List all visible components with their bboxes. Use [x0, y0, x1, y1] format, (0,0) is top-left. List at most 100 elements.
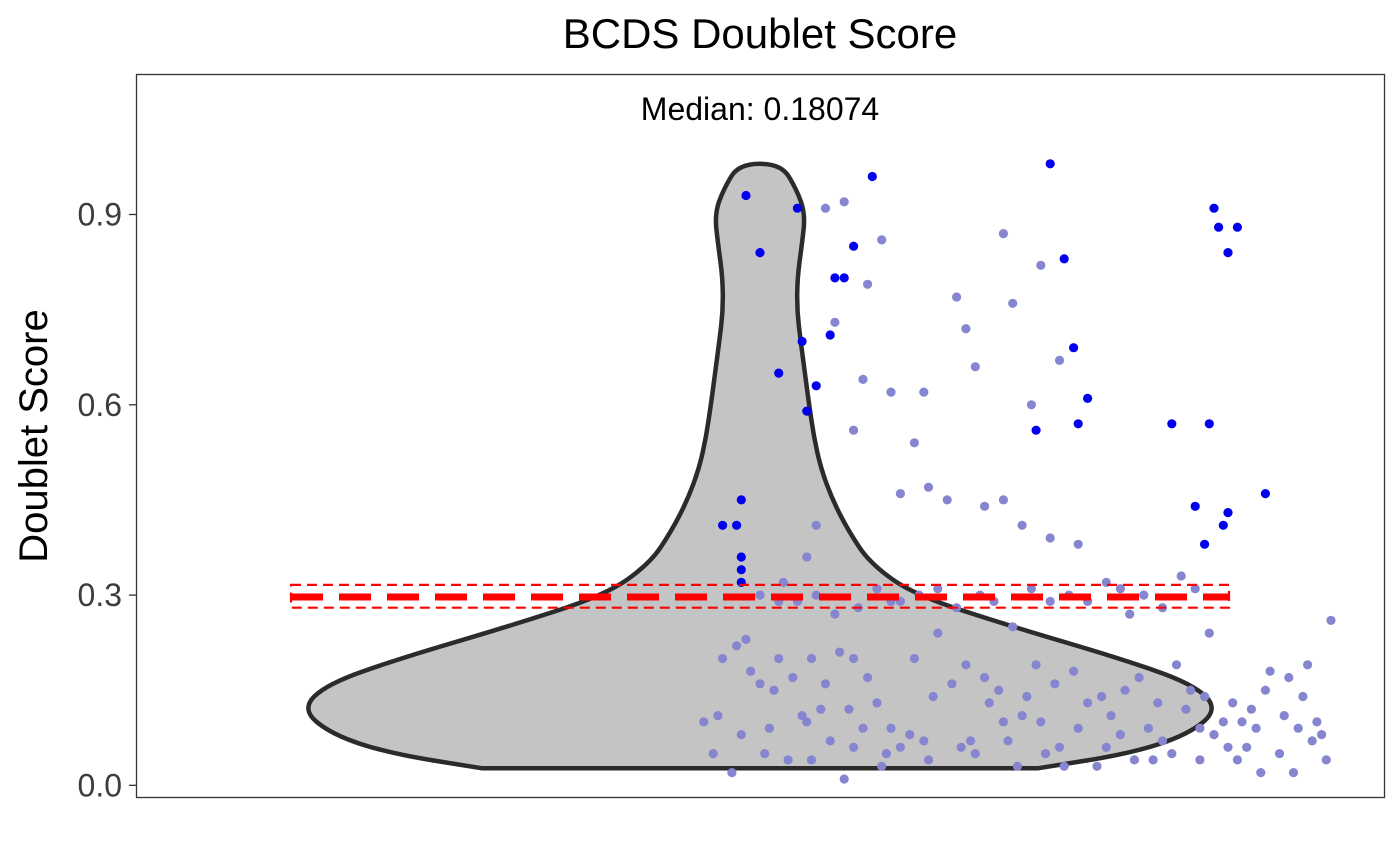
data-point-outlier [736, 552, 746, 562]
data-point-inlier [849, 653, 859, 664]
data-point-inlier [1036, 260, 1046, 270]
data-point-outlier [718, 520, 728, 530]
data-point-inlier [919, 387, 929, 397]
data-point-inlier [1176, 571, 1186, 581]
data-point-inlier [1069, 666, 1079, 676]
data-point-inlier [816, 704, 826, 714]
data-point-inlier [1012, 761, 1023, 771]
data-point-inlier [933, 628, 943, 638]
data-point-inlier [886, 387, 896, 397]
data-point-outlier [732, 520, 742, 530]
data-point-inlier [736, 730, 746, 740]
data-point-inlier [820, 203, 831, 213]
data-point-inlier [1153, 698, 1163, 708]
data-point-outlier [755, 248, 765, 258]
data-point-inlier [1279, 711, 1289, 721]
data-point-inlier [1073, 539, 1083, 549]
data-point-inlier [1242, 742, 1252, 752]
data-point-outlier [792, 203, 803, 213]
data-point-inlier [755, 590, 765, 600]
data-point-inlier [835, 647, 845, 657]
data-point-inlier [919, 736, 929, 746]
data-point-inlier [811, 590, 821, 600]
data-point-inlier [863, 279, 873, 289]
data-point-inlier [895, 489, 906, 499]
data-point-inlier [980, 672, 990, 683]
data-point-inlier [1008, 298, 1018, 308]
data-point-inlier [1218, 717, 1228, 727]
data-point-inlier [895, 742, 906, 752]
data-point-inlier [1139, 590, 1149, 600]
data-point-outlier [1223, 248, 1233, 258]
data-point-inlier [1190, 584, 1200, 594]
data-point-inlier [1260, 685, 1270, 695]
data-point-inlier [881, 749, 892, 759]
data-point-inlier [1284, 672, 1294, 683]
data-point-inlier [1186, 685, 1196, 695]
data-point-inlier [806, 755, 817, 765]
data-point-inlier [1256, 768, 1266, 778]
data-point-inlier [1237, 717, 1247, 727]
data-point-outlier [849, 241, 859, 251]
data-point-inlier [1092, 761, 1102, 771]
data-point-inlier [802, 717, 812, 727]
chart-title: BCDS Doublet Score [563, 10, 958, 57]
data-point-outlier [1069, 343, 1079, 353]
data-point-inlier [1054, 355, 1065, 365]
data-point-inlier [933, 584, 943, 594]
data-point-inlier [1017, 711, 1027, 721]
y-tick-label: 0.9 [78, 197, 122, 233]
data-point-inlier [1288, 768, 1299, 778]
data-point-outlier [867, 171, 877, 182]
data-point-inlier [1059, 761, 1069, 771]
data-point-inlier [942, 495, 952, 505]
data-point-inlier [947, 679, 957, 689]
data-point-inlier [1115, 584, 1125, 594]
data-point-inlier [839, 197, 849, 207]
threshold-layer [289, 583, 1231, 609]
data-point-inlier [1195, 723, 1205, 733]
data-point-inlier [849, 425, 859, 435]
violin-layer [306, 161, 1214, 771]
data-point-inlier [1317, 730, 1327, 740]
y-tick-label: 0.3 [78, 577, 122, 613]
y-axis-label: Doublet Score [12, 309, 56, 562]
data-point-outlier [1190, 501, 1200, 511]
data-point-inlier [727, 768, 737, 778]
data-point-outlier [1232, 222, 1242, 232]
data-point-inlier [952, 292, 962, 302]
data-point-outlier [802, 406, 812, 416]
median-annotation: Median: 0.18074 [641, 91, 879, 127]
data-point-inlier [741, 634, 751, 645]
data-point-inlier [984, 698, 994, 708]
data-point-inlier [1026, 584, 1036, 594]
data-point-inlier [1195, 755, 1205, 765]
data-point-outlier [1031, 425, 1041, 435]
data-point-inlier [713, 711, 723, 721]
data-point-outlier [1214, 222, 1224, 232]
data-point-inlier [863, 672, 873, 683]
data-point-inlier [1031, 660, 1041, 670]
data-point-inlier [1298, 691, 1308, 702]
data-point-inlier [886, 723, 896, 733]
data-point-inlier [1181, 704, 1191, 714]
data-point-outlier [1218, 520, 1228, 530]
data-point-outlier [1073, 419, 1083, 429]
data-point-inlier [1251, 723, 1261, 733]
data-point-inlier [769, 685, 779, 695]
data-point-inlier [1171, 660, 1182, 670]
data-point-outlier [825, 330, 835, 340]
data-point-inlier [802, 552, 812, 562]
data-point-inlier [1307, 736, 1317, 746]
data-point-inlier [923, 482, 934, 492]
data-point-inlier [1167, 749, 1177, 759]
data-point-outlier [839, 273, 849, 283]
data-point-outlier [1045, 159, 1055, 169]
data-point-inlier [1026, 400, 1036, 410]
data-point-inlier [811, 520, 821, 530]
data-point-inlier [909, 653, 920, 664]
data-point-inlier [1017, 520, 1027, 530]
data-point-inlier [998, 229, 1009, 239]
data-point-inlier [998, 495, 1009, 505]
data-point-outlier [1209, 203, 1219, 213]
